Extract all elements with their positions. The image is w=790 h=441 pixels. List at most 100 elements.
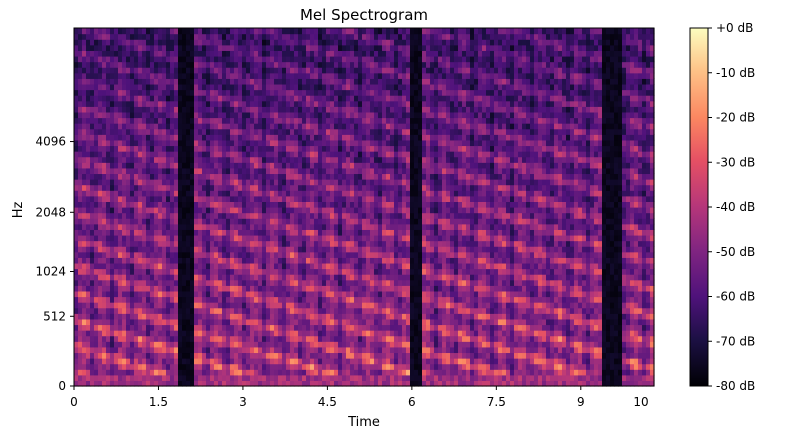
spectrogram-cell (74, 218, 79, 225)
spectrogram-cell (230, 44, 235, 51)
spectrogram-cell (250, 179, 255, 186)
spectrogram-cell (230, 128, 235, 135)
spectrogram-cell (346, 195, 351, 202)
spectrogram-cell (110, 380, 115, 387)
spectrogram-cell (138, 330, 143, 337)
spectrogram-cell (266, 318, 271, 326)
spectrogram-cell (310, 313, 315, 320)
spectrogram-cell (86, 123, 91, 130)
spectrogram-cell (166, 89, 171, 96)
spectrogram-cell (318, 33, 323, 40)
spectrogram-cell (274, 330, 279, 337)
spectrogram-cell (190, 330, 195, 337)
spectrogram-cell (178, 251, 183, 258)
spectrogram-cell (246, 374, 251, 381)
spectrogram-cell (86, 83, 91, 91)
spectrogram-cell (250, 33, 255, 40)
spectrogram-cell (94, 167, 99, 175)
spectrogram-cell (266, 313, 271, 320)
spectrogram-cell (278, 72, 283, 79)
spectrogram-cell (242, 268, 247, 275)
spectrogram-cell (110, 67, 115, 74)
spectrogram-cell (86, 240, 91, 247)
spectrogram-cell (274, 95, 279, 102)
spectrogram-cell (282, 324, 287, 331)
spectrogram-cell (166, 369, 171, 376)
spectrogram-cell (278, 229, 283, 236)
spectrogram-cell (202, 184, 207, 191)
spectrogram-cell (218, 67, 223, 74)
spectrogram-cell (274, 44, 279, 51)
spectrogram-cell (118, 369, 123, 376)
spectrogram-cell (250, 162, 255, 169)
spectrogram-cell (250, 195, 255, 202)
spectrogram-cell (138, 100, 143, 107)
spectrogram-cell (130, 363, 135, 370)
spectrogram-cell (226, 341, 231, 348)
spectrogram-cell (134, 268, 139, 275)
spectrogram-cell (342, 95, 347, 102)
spectrogram-cell (186, 268, 191, 275)
spectrogram-cell (270, 223, 275, 230)
spectrogram-cell (338, 324, 343, 331)
spectrogram-cell (162, 83, 167, 91)
spectrogram-cell (222, 358, 227, 365)
spectrogram-cell (238, 369, 243, 376)
spectrogram-cell (262, 111, 267, 119)
spectrogram-cell (354, 307, 359, 314)
spectrogram-cell (250, 145, 255, 152)
spectrogram-cell (266, 251, 271, 258)
spectrogram-cell (114, 302, 119, 309)
spectrogram-cell (266, 207, 271, 214)
spectrogram-cell (322, 302, 327, 309)
spectrogram-cell (150, 179, 155, 186)
spectrogram-cell (294, 229, 299, 236)
spectrogram-cell (214, 302, 219, 309)
spectrogram-cell (330, 223, 335, 230)
spectrogram-cell (290, 246, 295, 253)
spectrogram-cell (326, 167, 331, 175)
spectrogram-cell (174, 358, 179, 365)
spectrogram-cell (350, 139, 355, 147)
spectrogram-cell (198, 151, 203, 158)
spectrogram-cell (90, 223, 95, 230)
spectrogram-cell (282, 318, 287, 326)
spectrogram-cell (242, 72, 247, 79)
spectrogram-cell (138, 78, 143, 85)
spectrogram-cell (178, 358, 183, 365)
spectrogram-cell (222, 44, 227, 51)
spectrogram-cell (254, 335, 259, 342)
spectrogram-cell (170, 55, 175, 63)
spectrogram-cell (294, 352, 299, 359)
spectrogram-cell (198, 89, 203, 96)
spectrogram-cell (226, 61, 231, 68)
spectrogram-cell (270, 139, 275, 147)
spectrogram-cell (146, 145, 151, 152)
spectrogram-cell (298, 100, 303, 107)
spectrogram-cell (278, 257, 283, 264)
spectrogram-cell (202, 33, 207, 40)
spectrogram-cell (334, 167, 339, 175)
spectrogram-cell (202, 262, 207, 270)
spectrogram-cell (98, 302, 103, 309)
spectrogram-cell (142, 234, 147, 242)
spectrogram-cell (102, 240, 107, 247)
spectrogram-cell (290, 212, 295, 219)
spectrogram-cell (370, 268, 375, 275)
spectrogram-cell (242, 128, 247, 135)
spectrogram-cell (138, 33, 143, 40)
spectrogram-cell (290, 229, 295, 236)
spectrogram-cell (190, 111, 195, 119)
spectrogram-cell (270, 128, 275, 135)
spectrogram-cell (302, 173, 307, 180)
spectrogram-cell (122, 218, 127, 225)
spectrogram-cell (182, 184, 187, 191)
spectrogram-cell (238, 89, 243, 96)
spectrogram-cell (238, 61, 243, 68)
spectrogram-cell (314, 223, 319, 230)
spectrogram-cell (334, 95, 339, 102)
spectrogram-cell (122, 223, 127, 230)
spectrogram-cell (350, 285, 355, 292)
spectrogram-cell (198, 363, 203, 370)
spectrogram-cell (346, 67, 351, 74)
